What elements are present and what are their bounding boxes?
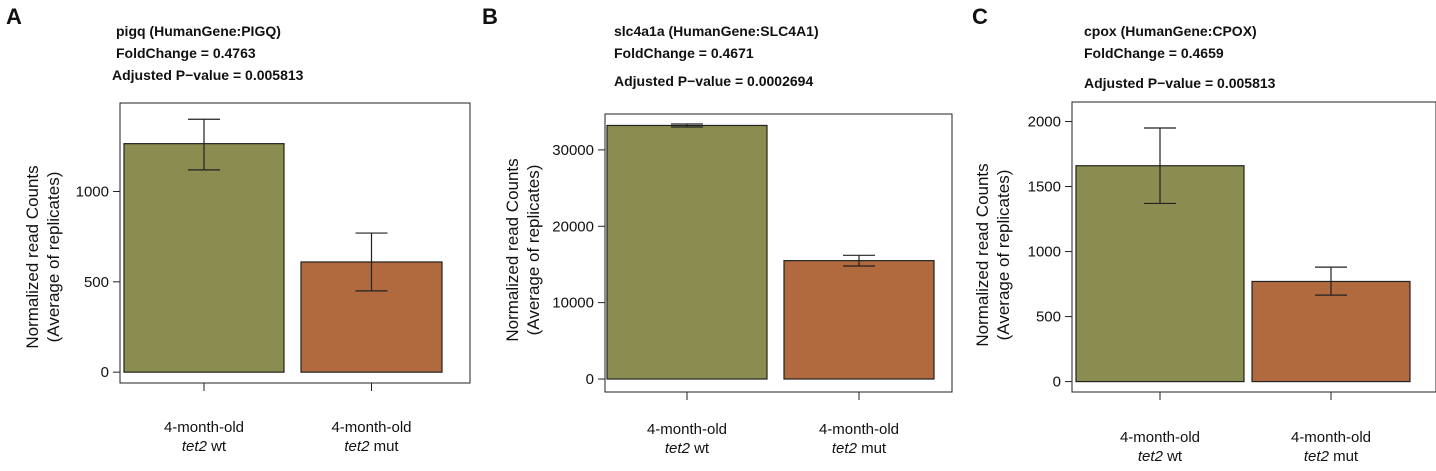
error-bar (1315, 266, 1347, 296)
x-tick-label: 4-month-old (1291, 429, 1371, 446)
y-axis-label-line: Normalized read Counts (503, 158, 522, 341)
y-tick-label: 1500 (1028, 179, 1061, 196)
title-gene: cpox (HumanGene:CPOX) (1084, 23, 1257, 39)
error-bar (843, 254, 875, 267)
x-tick-label: 4-month-old (647, 421, 727, 438)
genotype: wt (1163, 448, 1183, 465)
y-tick-label: 10000 (552, 295, 594, 312)
gene-name: tet2 (832, 440, 858, 457)
x-tick-label: 4-month-old (164, 419, 244, 436)
genotype: wt (690, 440, 710, 457)
x-tick-label-genotype: tet2 wt (665, 440, 710, 457)
y-axis-label: Normalized read Counts (Average of replic… (973, 163, 1013, 346)
title-foldchange: FoldChange = 0.4671 (614, 45, 754, 61)
y-tick-label: 1000 (1028, 244, 1061, 261)
y-tick-label: 1000 (76, 184, 109, 201)
title-gene: pigq (HumanGene:PIGQ) (116, 23, 281, 39)
x-tick-label-genotype: tet2 mut (344, 438, 399, 455)
gene-name: tet2 (665, 440, 691, 457)
bar (606, 124, 768, 380)
x-tick-label-genotype: tet2 wt (1138, 448, 1183, 465)
bar-chart: 0 500 1000 4-month-old tet2 wt 4-month-old tet… (23, 102, 471, 455)
error-bar (1144, 127, 1176, 205)
chart-panel-c: C cpox (HumanGene:CPOX) FoldChange = 0.4… (966, 0, 1436, 471)
chart-panel-b: B slc4a1a (HumanGene:SLC4A1) FoldChange … (482, 0, 953, 471)
y-axis-label-line: (Average of replicates) (524, 165, 543, 336)
gene-name: tet2 (1304, 448, 1330, 465)
bar (123, 143, 285, 373)
y-axis-label-line: Normalized read Counts (23, 165, 42, 348)
y-tick-label: 0 (1053, 374, 1061, 391)
x-tick-label-genotype: tet2 wt (182, 438, 227, 455)
chart-panel-a: A pigq (HumanGene:PIGQ) FoldChange = 0.4… (0, 0, 471, 471)
panel-label: C (972, 4, 988, 29)
gene-name: tet2 (182, 438, 208, 455)
genotype: mut (1329, 448, 1359, 465)
x-tick-label: 4-month-old (819, 421, 899, 438)
y-axis-label-line: Normalized read Counts (973, 163, 992, 346)
gene-name: tet2 (1138, 448, 1164, 465)
y-tick-label: 20000 (552, 218, 594, 235)
y-axis-label: Normalized read Counts (Average of replic… (503, 158, 543, 341)
x-tick-label: 4-month-old (1120, 429, 1200, 446)
error-bar (355, 232, 388, 292)
x-tick-label: 4-month-old (331, 419, 411, 436)
y-tick-label: 2000 (1028, 114, 1061, 131)
genotype: mut (369, 438, 399, 455)
y-tick-label: 500 (84, 274, 109, 291)
error-bar (188, 118, 220, 171)
y-tick-label: 0 (101, 364, 109, 381)
chart-title: slc4a1a (HumanGene:SLC4A1) FoldChange = … (614, 20, 819, 92)
genotype: wt (207, 438, 227, 455)
bar-chart: 0 10000 20000 30000 4-month-old tet2 wt 4-mont… (503, 113, 953, 457)
bar (783, 260, 935, 380)
y-axis-label-line: (Average of replicates) (44, 172, 63, 343)
title-pvalue: Adjusted P−value = 0.005813 (112, 67, 304, 83)
panel-label: A (6, 4, 22, 29)
gene-name: tet2 (344, 438, 370, 455)
y-tick-label: 500 (1036, 309, 1061, 326)
title-gene: slc4a1a (HumanGene:SLC4A1) (614, 23, 819, 39)
y-axis-label: Normalized read Counts (Average of replic… (23, 165, 63, 348)
x-tick-label-genotype: tet2 mut (1304, 448, 1359, 465)
chart-title: cpox (HumanGene:CPOX) FoldChange = 0.465… (1084, 20, 1275, 94)
bar-chart: 0 500 1000 1500 2000 4-month-old tet2 wt 4-mont… (973, 101, 1436, 465)
genotype: mut (857, 440, 887, 457)
title-pvalue: Adjusted P−value = 0.005813 (1084, 75, 1276, 91)
error-bar (671, 123, 703, 128)
panel-label: B (482, 4, 498, 29)
bar (1251, 280, 1411, 383)
title-pvalue: Adjusted P−value = 0.0002694 (614, 73, 814, 89)
x-tick-label-genotype: tet2 mut (832, 440, 887, 457)
y-tick-label: 0 (586, 371, 594, 388)
title-foldchange: FoldChange = 0.4763 (116, 45, 256, 61)
chart-title: pigq (HumanGene:PIGQ) FoldChange = 0.476… (112, 20, 303, 86)
y-axis-label-line: (Average of replicates) (994, 170, 1013, 341)
y-tick-label: 30000 (552, 142, 594, 159)
title-foldchange: FoldChange = 0.4659 (1084, 45, 1224, 61)
